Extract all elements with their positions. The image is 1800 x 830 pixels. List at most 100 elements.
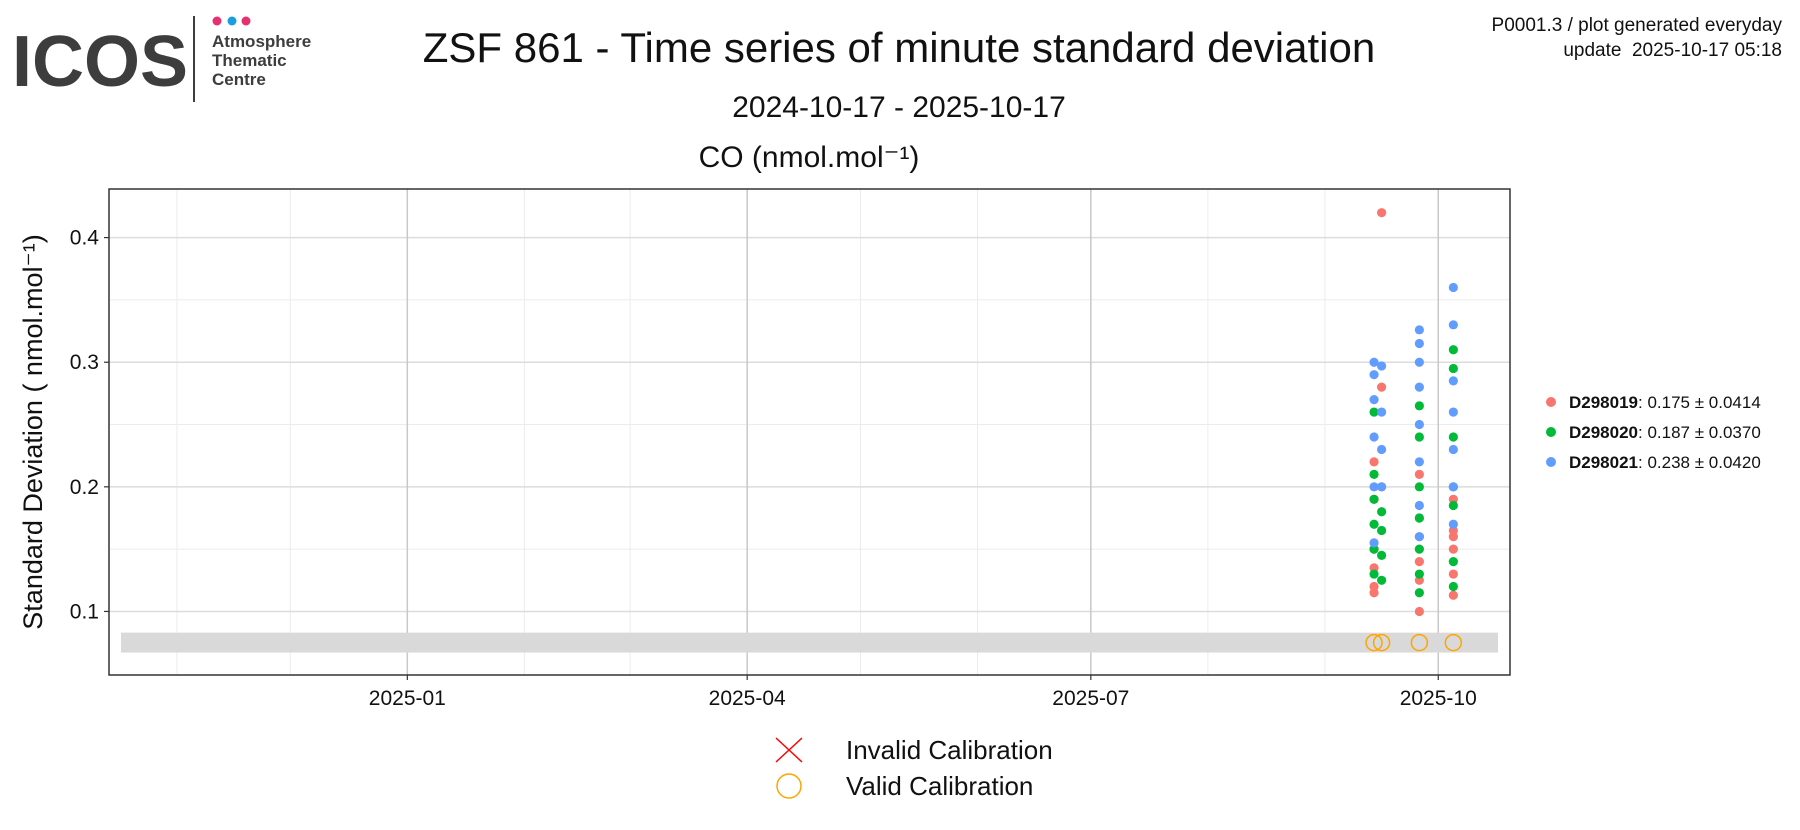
legend-label: D298021: 0.238 ± 0.0420 (1569, 453, 1761, 472)
point (1414, 457, 1424, 467)
point (1414, 588, 1424, 598)
point (1448, 444, 1458, 455)
point (1448, 363, 1458, 374)
logo-text: Thematic (212, 51, 287, 70)
point (1377, 507, 1387, 517)
point (1377, 482, 1387, 492)
point (1377, 407, 1387, 417)
point (1448, 557, 1458, 567)
x-tick-label: 2025-07 (1052, 687, 1129, 710)
logo: ICOS (12, 22, 188, 102)
chart-subtitle: 2024-10-17 - 2025-10-17 (732, 91, 1066, 124)
point (1448, 345, 1458, 355)
point (1414, 357, 1424, 367)
legend-marker (1546, 397, 1556, 407)
point (1369, 569, 1379, 579)
legend-label: D298020: 0.187 ± 0.0370 (1569, 423, 1761, 442)
point (1414, 532, 1424, 542)
logo-dot (241, 16, 251, 26)
legend-summary: : 0.238 ± 0.0420 (1638, 453, 1761, 472)
point (1448, 376, 1458, 386)
point (1414, 401, 1424, 411)
point (1448, 500, 1458, 511)
point (1414, 382, 1424, 392)
legend-marker (776, 773, 802, 799)
y-tick-label: 0.1 (70, 600, 99, 623)
point (1448, 581, 1458, 592)
y-tick-label: 0.2 (70, 476, 99, 499)
point (1369, 407, 1379, 417)
point (1414, 544, 1424, 554)
point (1369, 482, 1379, 492)
point (1369, 494, 1379, 504)
reference-band (121, 632, 1498, 653)
point (1369, 538, 1379, 548)
point (1369, 457, 1379, 467)
point (1448, 320, 1458, 330)
point (1448, 519, 1458, 529)
point (1448, 482, 1458, 492)
point (1377, 208, 1387, 218)
point (1377, 575, 1387, 585)
point (1414, 557, 1424, 567)
panel-title: CO (nmol.mol⁻¹) (699, 141, 920, 174)
x-tick-label: 2025-10 (1400, 687, 1477, 710)
logo-dot (212, 16, 222, 26)
plot-border (108, 188, 1511, 676)
legend-label: Invalid Calibration (846, 735, 1053, 765)
point (1448, 590, 1458, 600)
point (1377, 525, 1387, 536)
point (1369, 395, 1379, 405)
legend-name: D298021 (1569, 453, 1638, 472)
point (1377, 550, 1387, 560)
point (1414, 482, 1424, 492)
point (1369, 432, 1379, 442)
point (1414, 606, 1424, 617)
calibration-point (1372, 633, 1391, 652)
point (1448, 282, 1458, 293)
point (1414, 432, 1424, 442)
point (1414, 500, 1424, 511)
legend-marker (1546, 427, 1556, 437)
note: P0001.3 / plot generated everyday (1492, 15, 1783, 36)
logo-dot (227, 16, 237, 26)
logo-text: Atmosphere (212, 32, 311, 51)
legend-label: Valid Calibration (846, 771, 1033, 801)
point (1448, 407, 1458, 417)
calibration-point (1444, 633, 1463, 652)
point (1369, 519, 1379, 529)
point (1369, 357, 1379, 367)
legend-marker (1546, 457, 1556, 467)
y-axis-label: Standard Deviation ( nmol.mol⁻¹) (18, 234, 48, 629)
chart-title: ZSF 861 - Time series of minute standard… (423, 24, 1375, 71)
point (1414, 338, 1424, 349)
logo-text: Centre (212, 70, 266, 89)
point (1377, 361, 1387, 371)
point (1369, 581, 1379, 592)
point (1369, 370, 1379, 380)
point (1377, 444, 1387, 455)
point (1448, 569, 1458, 579)
y-tick-label: 0.3 (70, 351, 99, 374)
point (1414, 513, 1424, 523)
calibration-point (1365, 633, 1383, 652)
x-tick-label: 2025-04 (709, 687, 786, 710)
point (1448, 432, 1458, 442)
point (1448, 544, 1458, 554)
legend-label: D298019: 0.175 ± 0.0414 (1569, 393, 1761, 412)
point (1414, 419, 1424, 430)
y-tick-label: 0.4 (70, 227, 100, 250)
legend-marker (775, 737, 803, 763)
x-tick-label: 2025-01 (369, 687, 446, 710)
legend-summary: : 0.187 ± 0.0370 (1638, 423, 1761, 442)
legend-name: D298020 (1569, 423, 1638, 442)
update: update 2025-10-17 05:18 (1563, 40, 1782, 61)
point (1414, 569, 1424, 579)
point (1414, 325, 1424, 335)
point (1369, 469, 1379, 479)
legend-name: D298019 (1569, 393, 1638, 412)
point (1414, 469, 1424, 479)
legend-summary: : 0.175 ± 0.0414 (1638, 393, 1761, 412)
calibration-point (1410, 633, 1429, 652)
